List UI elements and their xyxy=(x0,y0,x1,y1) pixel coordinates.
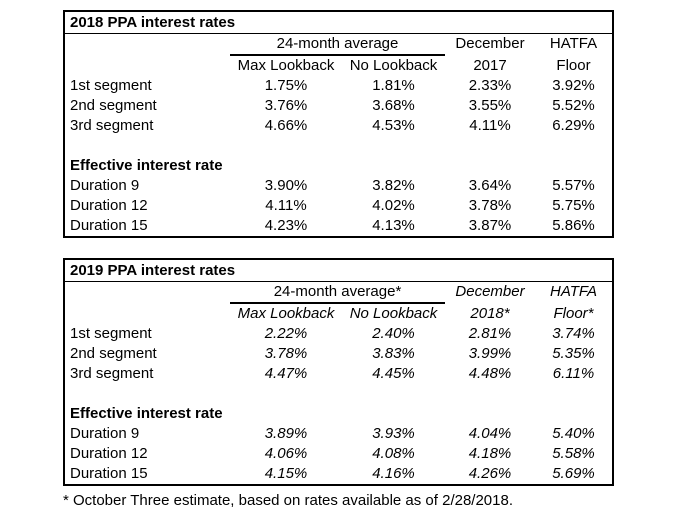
rate-value: 3.68% xyxy=(372,97,415,114)
empty-cell xyxy=(65,34,230,54)
rate-value: 3.55% xyxy=(468,97,512,114)
rate-value: 4.13% xyxy=(372,217,415,234)
group-header-24-month-average: 24-month average xyxy=(230,34,445,56)
rate-value: 4.23% xyxy=(264,217,308,234)
column-header-december: December xyxy=(455,283,525,300)
table-title: 2018 PPA interest rates xyxy=(65,12,612,34)
rate-value: 4.53% xyxy=(372,117,415,134)
row-label: 2nd segment xyxy=(70,345,157,362)
rate-value: 3.78% xyxy=(468,197,512,214)
column-header-year: 2017 xyxy=(473,57,507,74)
row-label: Duration 9 xyxy=(70,425,140,442)
row-label: Duration 12 xyxy=(70,445,148,462)
empty-cell xyxy=(65,304,230,324)
blank-row xyxy=(65,136,612,156)
rate-value: 4.15% xyxy=(264,465,308,482)
rate-value: 4.48% xyxy=(468,365,512,382)
rate-value: 1.81% xyxy=(372,77,415,94)
rate-value: 3.74% xyxy=(552,325,595,342)
rate-value: 4.06% xyxy=(264,445,308,462)
rate-value: 4.18% xyxy=(468,445,512,462)
row-label: Duration 15 xyxy=(70,465,148,482)
rate-value: 6.11% xyxy=(552,365,595,382)
rate-value: 5.58% xyxy=(552,445,595,462)
ppa-table-2018: 2018 PPA interest rates 24-month average… xyxy=(63,10,614,238)
rate-value: 4.26% xyxy=(468,465,512,482)
table-title: 2019 PPA interest rates xyxy=(65,260,612,282)
rate-value: 1.75% xyxy=(264,77,308,94)
empty-cell xyxy=(65,282,230,302)
rate-value: 4.47% xyxy=(264,365,308,382)
rate-value: 2.40% xyxy=(372,325,415,342)
section-header: Effective interest rate xyxy=(70,157,223,174)
row-label: 3rd segment xyxy=(70,365,154,382)
rate-value: 5.52% xyxy=(552,97,595,114)
rate-value: 4.66% xyxy=(264,117,308,134)
rate-value: 4.45% xyxy=(372,365,415,382)
rate-value: 2.81% xyxy=(468,325,512,342)
column-header-hatfa: HATFA xyxy=(550,283,597,300)
column-header-december: December xyxy=(455,35,525,52)
rate-value: 4.02% xyxy=(372,197,415,214)
rate-value: 4.04% xyxy=(468,425,512,442)
rate-value: 3.78% xyxy=(264,345,308,362)
ppa-table-2019: 2019 PPA interest rates 24-month average… xyxy=(63,258,614,486)
empty-cell xyxy=(65,56,230,76)
rate-value: 6.29% xyxy=(552,117,595,134)
rate-value: 5.75% xyxy=(552,197,595,214)
section-header: Effective interest rate xyxy=(70,405,223,422)
row-label: Duration 9 xyxy=(70,177,140,194)
rate-value: 3.83% xyxy=(372,345,415,362)
rate-value: 3.82% xyxy=(372,177,415,194)
rate-value: 5.86% xyxy=(552,217,595,234)
rate-value: 3.99% xyxy=(468,345,512,362)
column-header-floor: Floor* xyxy=(553,305,594,322)
rate-value: 3.89% xyxy=(264,425,308,442)
column-header-max-lookback: Max Lookback xyxy=(237,305,335,322)
rate-value: 4.16% xyxy=(372,465,415,482)
row-label: 3rd segment xyxy=(70,117,154,134)
rate-value: 5.57% xyxy=(552,177,595,194)
rate-value: 5.35% xyxy=(552,345,595,362)
rate-value: 4.08% xyxy=(372,445,415,462)
rate-value: 4.11% xyxy=(265,197,307,214)
group-header-24-month-average: 24-month average* xyxy=(230,282,445,304)
row-label: 1st segment xyxy=(70,77,152,94)
rate-value: 3.87% xyxy=(468,217,512,234)
rate-value: 4.11% xyxy=(469,117,511,134)
row-label: 2nd segment xyxy=(70,97,157,114)
rate-value: 5.40% xyxy=(552,425,595,442)
column-header-max-lookback: Max Lookback xyxy=(237,57,335,74)
column-header-floor: Floor xyxy=(556,57,591,74)
rate-value: 3.93% xyxy=(372,425,415,442)
column-header-year: 2018* xyxy=(470,305,510,322)
rate-value: 2.33% xyxy=(468,77,512,94)
rate-value: 3.92% xyxy=(552,77,595,94)
rate-value: 3.76% xyxy=(264,97,308,114)
rate-value: 3.64% xyxy=(468,177,512,194)
footnote: * October Three estimate, based on rates… xyxy=(63,492,513,509)
row-label: Duration 15 xyxy=(70,217,148,234)
rate-value: 2.22% xyxy=(264,325,308,342)
rate-value: 3.90% xyxy=(264,177,308,194)
column-header-no-lookback: No Lookback xyxy=(349,57,438,74)
blank-row xyxy=(65,384,612,404)
column-header-no-lookback: No Lookback xyxy=(349,305,438,322)
column-header-hatfa: HATFA xyxy=(549,35,598,52)
rate-value: 5.69% xyxy=(552,465,595,482)
row-label: 1st segment xyxy=(70,325,152,342)
row-label: Duration 12 xyxy=(70,197,148,214)
